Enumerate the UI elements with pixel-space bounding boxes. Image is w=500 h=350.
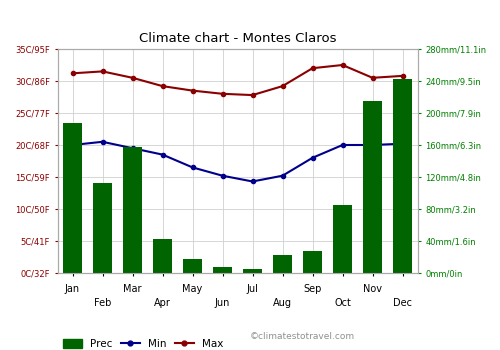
Legend: Prec, Min, Max: Prec, Min, Max (59, 334, 228, 350)
Bar (393, 79, 412, 273)
Text: Jun: Jun (215, 298, 230, 308)
Bar (123, 147, 142, 273)
Bar (333, 205, 352, 273)
Text: Jul: Jul (246, 284, 258, 294)
Bar (213, 267, 232, 273)
Bar (63, 124, 82, 273)
Bar (273, 256, 292, 273)
Text: Dec: Dec (393, 298, 412, 308)
Bar (303, 251, 322, 273)
Text: Mar: Mar (123, 284, 142, 294)
Bar (93, 183, 112, 273)
Text: Sep: Sep (304, 284, 322, 294)
Text: ©climatestotravel.com: ©climatestotravel.com (250, 332, 355, 341)
Bar (243, 269, 262, 273)
Text: Jan: Jan (65, 284, 80, 294)
Text: Apr: Apr (154, 298, 171, 308)
Bar (153, 239, 172, 273)
Text: Nov: Nov (363, 284, 382, 294)
Text: Oct: Oct (334, 298, 351, 308)
Text: Feb: Feb (94, 298, 111, 308)
Title: Climate chart - Montes Claros: Climate chart - Montes Claros (139, 32, 336, 45)
Bar (183, 259, 202, 273)
Text: May: May (182, 284, 203, 294)
Text: Aug: Aug (273, 298, 292, 308)
Bar (363, 101, 382, 273)
